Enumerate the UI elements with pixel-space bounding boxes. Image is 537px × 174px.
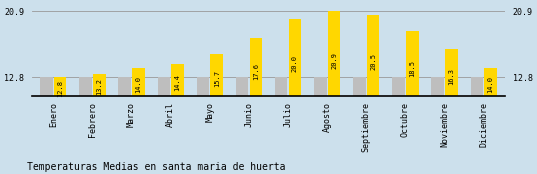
Bar bbox=[367, 15, 380, 96]
Text: 16.3: 16.3 bbox=[448, 68, 454, 85]
Bar bbox=[470, 77, 483, 96]
Bar bbox=[406, 31, 418, 96]
Text: 13.2: 13.2 bbox=[96, 78, 102, 96]
Bar bbox=[119, 77, 131, 96]
Bar bbox=[40, 77, 53, 96]
Text: 20.5: 20.5 bbox=[370, 53, 376, 70]
Bar bbox=[275, 77, 287, 96]
Bar bbox=[197, 77, 209, 96]
Bar bbox=[393, 77, 405, 96]
Bar bbox=[93, 74, 106, 96]
Bar bbox=[211, 54, 223, 96]
Bar bbox=[289, 19, 301, 96]
Bar bbox=[431, 77, 444, 96]
Text: 14.4: 14.4 bbox=[175, 74, 180, 91]
Text: 20.9: 20.9 bbox=[331, 52, 337, 69]
Bar bbox=[132, 68, 144, 96]
Text: 17.6: 17.6 bbox=[253, 63, 259, 80]
Bar bbox=[157, 77, 170, 96]
Text: 14.0: 14.0 bbox=[488, 76, 494, 93]
Bar bbox=[314, 77, 326, 96]
Text: 20.0: 20.0 bbox=[292, 55, 298, 72]
Bar bbox=[236, 77, 248, 96]
Bar bbox=[250, 38, 262, 96]
Bar bbox=[171, 64, 184, 96]
Bar bbox=[54, 77, 67, 96]
Text: 18.5: 18.5 bbox=[409, 60, 415, 77]
Bar bbox=[353, 77, 366, 96]
Text: Temperaturas Medias en santa maria de huerta: Temperaturas Medias en santa maria de hu… bbox=[27, 162, 285, 172]
Bar bbox=[79, 77, 92, 96]
Bar bbox=[328, 11, 340, 96]
Text: 12.8: 12.8 bbox=[57, 80, 63, 97]
Text: 15.7: 15.7 bbox=[214, 70, 220, 87]
Bar bbox=[484, 68, 497, 96]
Text: 14.0: 14.0 bbox=[135, 76, 141, 93]
Bar bbox=[445, 49, 458, 96]
